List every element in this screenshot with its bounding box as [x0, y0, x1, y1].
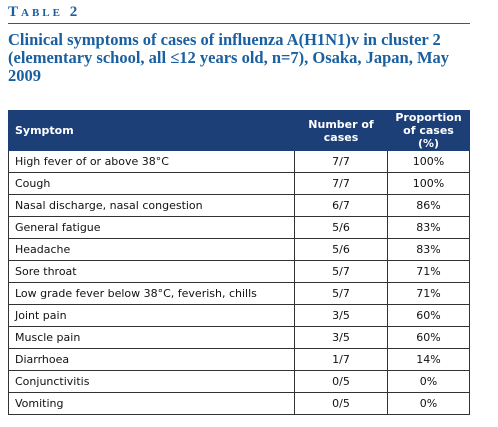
table-cell: 0%	[387, 370, 470, 393]
table-cell: 1/7	[294, 348, 388, 371]
table-cell: Joint pain	[8, 304, 295, 327]
table-cell: General fatigue	[8, 216, 295, 239]
table-cell: 3/5	[294, 326, 388, 349]
table-cell: 5/6	[294, 216, 388, 239]
table-cell: Cough	[8, 172, 295, 195]
table-row: Diarrhoea 1/7 14%	[8, 348, 470, 371]
table-cell: 14%	[387, 348, 470, 371]
table-row: Sore throat 5/7 71%	[8, 260, 470, 283]
table-cell: 100%	[387, 172, 470, 195]
table-row: High fever of or above 38°C 7/7 100%	[8, 150, 470, 173]
table-cell: Muscle pain	[8, 326, 295, 349]
table-cell: High fever of or above 38°C	[8, 150, 295, 173]
table-cell: Conjunctivitis	[8, 370, 295, 393]
column-header: Number of cases	[294, 110, 388, 151]
table-cell: 71%	[387, 260, 470, 283]
table-cell: 60%	[387, 304, 470, 327]
table-cell: 6/7	[294, 194, 388, 217]
table-cell: 86%	[387, 194, 470, 217]
table-cell: Nasal discharge, nasal congestion	[8, 194, 295, 217]
table-cell: 0/5	[294, 370, 388, 393]
table-cell: Sore throat	[8, 260, 295, 283]
header-row: Symptom Number of cases Proportion of case…	[8, 110, 470, 151]
table-cell: Low grade fever below 38°C, feverish, ch…	[8, 282, 295, 305]
table-row: Vomiting 0/5 0%	[8, 392, 470, 415]
table-body: High fever of or above 38°C 7/7 100% Cough 7…	[8, 150, 470, 415]
table-cell: 60%	[387, 326, 470, 349]
table-cell: 7/7	[294, 172, 388, 195]
table-cell: 5/7	[294, 260, 388, 283]
table-cell: 100%	[387, 150, 470, 173]
table-cell: 3/5	[294, 304, 388, 327]
table-row: Muscle pain 3/5 60%	[8, 326, 470, 349]
table-cell: Headache	[8, 238, 295, 261]
column-header: Symptom	[8, 110, 295, 151]
table-row: Low grade fever below 38°C, feverish, ch…	[8, 282, 470, 305]
table-cell: 0/5	[294, 392, 388, 415]
table-cell: Vomiting	[8, 392, 295, 415]
table-row: Headache 5/6 83%	[8, 238, 470, 261]
symptom-table: Symptom Number of cases Proportion of case…	[8, 110, 470, 415]
table-label: Table 2	[8, 4, 470, 24]
column-header: Proportion of cases (%)	[387, 110, 470, 151]
table-row: Joint pain 3/5 60%	[8, 304, 470, 327]
table-row: Conjunctivitis 0/5 0%	[8, 370, 470, 393]
table-cell: 83%	[387, 238, 470, 261]
table-title: Clinical symptoms of cases of influenza …	[8, 30, 450, 85]
table-cell: 5/7	[294, 282, 388, 305]
table-row: Cough 7/7 100%	[8, 172, 470, 195]
table-row: General fatigue 5/6 83%	[8, 216, 470, 239]
table-cell: 5/6	[294, 238, 388, 261]
table-cell: 0%	[387, 392, 470, 415]
table-cell: Diarrhoea	[8, 348, 295, 371]
table-cell: 7/7	[294, 150, 388, 173]
table-cell: 83%	[387, 216, 470, 239]
table-row: Nasal discharge, nasal congestion 6/7 86%	[8, 194, 470, 217]
table-cell: 71%	[387, 282, 470, 305]
